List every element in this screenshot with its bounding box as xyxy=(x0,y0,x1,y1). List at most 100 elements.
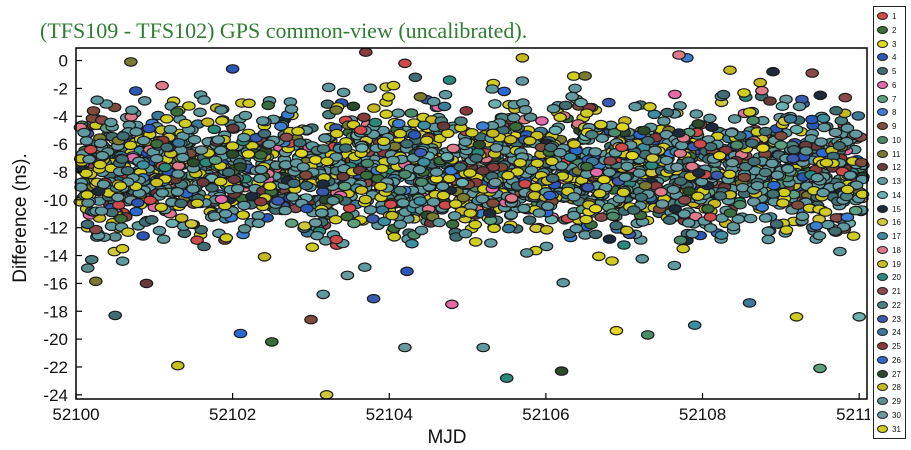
data-point-prn-31 xyxy=(387,232,402,242)
y-tick-label: -2 xyxy=(53,79,68,98)
data-point-prn-15 xyxy=(766,66,780,77)
data-point-prn-27 xyxy=(637,125,651,136)
data-point-prn-20 xyxy=(499,373,514,383)
data-point-prn-13 xyxy=(94,206,109,216)
data-point-prn-7 xyxy=(337,181,352,192)
data-point-prn-13 xyxy=(262,139,276,149)
legend-swatch xyxy=(877,12,888,20)
data-point-prn-16 xyxy=(184,219,199,229)
data-point-prn-31 xyxy=(160,114,174,124)
y-tick-label: -18 xyxy=(43,302,68,321)
legend-label: 21 xyxy=(892,287,901,296)
legend-swatch xyxy=(877,218,888,227)
data-point-prn-31 xyxy=(213,176,228,187)
data-point-prn-23 xyxy=(271,196,285,206)
data-point-prn-31 xyxy=(93,159,107,170)
data-point-prn-12 xyxy=(436,121,451,131)
data-point-prn-20 xyxy=(207,124,222,135)
data-point-prn-13 xyxy=(284,104,299,114)
data-point-prn-2 xyxy=(114,213,128,224)
legend-item-6: 6 xyxy=(877,79,907,92)
data-point-prn-13 xyxy=(363,205,378,215)
data-point-prn-8 xyxy=(755,202,769,213)
data-point-prn-10 xyxy=(414,177,429,187)
data-point-prn-20 xyxy=(617,240,631,250)
legend-label: 22 xyxy=(892,300,901,310)
data-point-prn-14 xyxy=(355,143,369,153)
data-point-prn-4 xyxy=(400,266,414,277)
legend-label: 10 xyxy=(892,135,901,145)
data-point-prn-4 xyxy=(300,203,314,214)
data-point-prn-9 xyxy=(737,172,752,183)
data-point-prn-28 xyxy=(515,52,530,63)
data-point-prn-10 xyxy=(746,115,760,126)
data-point-prn-13 xyxy=(187,134,202,145)
legend-swatch xyxy=(877,67,888,75)
data-point-prn-13 xyxy=(432,217,446,228)
legend-item-27: 27 xyxy=(877,368,907,381)
data-point-prn-23 xyxy=(581,182,595,193)
data-point-prn-13 xyxy=(812,230,827,241)
data-point-prn-10 xyxy=(640,330,655,340)
data-point-prn-13 xyxy=(93,138,108,149)
data-point-prn-31 xyxy=(818,207,833,217)
data-point-prn-5 xyxy=(828,226,842,236)
data-point-prn-3 xyxy=(597,174,611,185)
data-point-prn-31 xyxy=(789,311,804,322)
x-tick-label: 52106 xyxy=(522,405,569,424)
legend-label: 30 xyxy=(892,410,901,420)
data-point-prn-1 xyxy=(83,144,98,155)
data-point-prn-5 xyxy=(120,165,135,176)
data-point-prn-5 xyxy=(116,131,130,141)
data-point-prn-29 xyxy=(523,112,538,122)
legend-swatch xyxy=(877,204,888,213)
legend-item-11: 11 xyxy=(877,148,907,161)
legend-label: 23 xyxy=(892,314,901,324)
legend-swatch xyxy=(877,383,888,392)
legend-swatch xyxy=(877,328,888,337)
data-point-prn-13 xyxy=(539,241,554,252)
data-point-prn-21 xyxy=(279,132,294,143)
data-point-prn-5 xyxy=(545,173,560,184)
y-tick-label: -8 xyxy=(53,163,68,182)
x-tick-label: 52102 xyxy=(209,405,256,424)
data-point-prn-31 xyxy=(487,223,501,234)
legend-swatch xyxy=(877,177,888,185)
data-point-prn-13 xyxy=(82,154,96,165)
legend-item-3: 3 xyxy=(877,38,907,51)
data-point-prn-13 xyxy=(515,76,530,86)
data-point-prn-31 xyxy=(594,119,608,130)
data-point-prn-13 xyxy=(681,218,696,228)
data-point-prn-31 xyxy=(376,136,391,147)
legend-label: 1 xyxy=(892,12,897,21)
y-axis-title: Difference (ns). xyxy=(10,153,31,283)
legend-item-13: 13 xyxy=(877,175,907,188)
data-point-prn-31 xyxy=(591,251,606,262)
legend-item-8: 8 xyxy=(877,106,907,119)
data-point-prn-9 xyxy=(299,170,313,180)
data-point-prn-9 xyxy=(86,106,101,116)
data-point-prn-5 xyxy=(786,145,801,155)
data-point-prn-1 xyxy=(329,234,344,245)
data-point-prn-2 xyxy=(264,337,279,347)
data-point-prn-13 xyxy=(396,198,410,208)
data-point-prn-13 xyxy=(566,210,581,221)
data-point-prn-16 xyxy=(645,153,660,163)
data-point-prn-25 xyxy=(357,112,371,123)
data-point-prn-13 xyxy=(567,192,581,202)
data-point-prn-31 xyxy=(775,198,790,208)
data-point-prn-20 xyxy=(368,117,383,128)
data-point-prn-25 xyxy=(253,196,268,207)
data-point-prn-28 xyxy=(723,65,737,75)
legend-label: 8 xyxy=(892,108,897,118)
chart-title: (TFS109 - TFS102) GPS common-view (uncal… xyxy=(40,18,528,43)
data-point-prn-31 xyxy=(846,231,861,241)
data-point-prn-14 xyxy=(852,311,866,322)
data-point-prn-31 xyxy=(320,156,334,167)
data-point-prn-12 xyxy=(763,96,777,106)
data-point-prn-14 xyxy=(440,151,454,162)
legend-item-2: 2 xyxy=(877,24,907,37)
y-tick-label: -14 xyxy=(43,247,68,266)
data-point-prn-30 xyxy=(111,192,125,203)
